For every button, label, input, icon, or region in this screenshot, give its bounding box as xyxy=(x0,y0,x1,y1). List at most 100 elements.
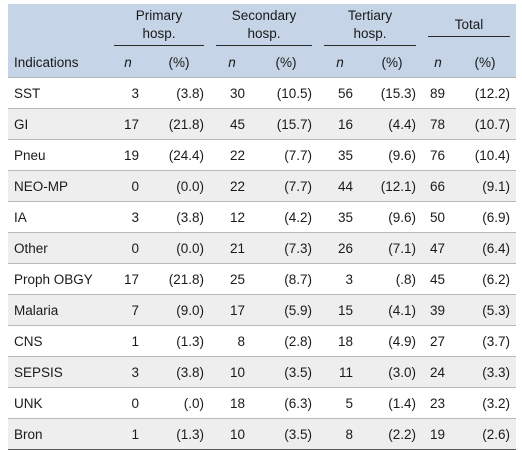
percent-cell: (12.2) xyxy=(454,77,516,109)
percent-cell: (10.7) xyxy=(454,108,516,140)
table-row: NEO-MP 0 (0.0) 22 (7.7) 44 (12.1) 66 (9.1) xyxy=(8,170,516,202)
count-cell: 22 xyxy=(210,170,254,202)
count-cell: 1 xyxy=(108,418,148,450)
group-header-row: Primary hosp. Secondary hosp. Tertiary hosp… xyxy=(8,4,516,48)
count-cell: 5 xyxy=(318,387,362,419)
percent-cell: (3.2) xyxy=(454,387,516,419)
header-pct-tertiary: (%) xyxy=(362,48,422,78)
sub-header-row: Indications n (%) n (%) n (%) n (%) xyxy=(8,48,516,78)
header-pct-total: (%) xyxy=(454,48,516,78)
percent-cell: (10.4) xyxy=(454,139,516,171)
count-cell: 47 xyxy=(422,232,454,264)
percent-cell: (7.7) xyxy=(254,170,318,202)
percent-cell: (.0) xyxy=(148,387,210,419)
count-cell: 12 xyxy=(210,201,254,233)
count-cell: 10 xyxy=(210,418,254,450)
count-cell: 44 xyxy=(318,170,362,202)
count-cell: 23 xyxy=(422,387,454,419)
percent-cell: (24.4) xyxy=(148,139,210,171)
table-row: IA 3 (3.8) 12 (4.2) 35 (9.6) 50 (6.9) xyxy=(8,201,516,233)
percent-cell: (6.3) xyxy=(254,387,318,419)
percent-cell: (8.7) xyxy=(254,263,318,295)
percent-cell: (10.5) xyxy=(254,77,318,109)
percent-cell: (6.9) xyxy=(454,201,516,233)
table-row: Pneu 19 (24.4) 22 (7.7) 35 (9.6) 76 (10.4) xyxy=(8,139,516,171)
count-cell: 45 xyxy=(422,263,454,295)
count-cell: 56 xyxy=(318,77,362,109)
percent-cell: (1.3) xyxy=(148,325,210,357)
count-cell: 22 xyxy=(210,139,254,171)
percent-cell: (3.3) xyxy=(454,356,516,388)
table-row: GI 17 (21.8) 45 (15.7) 16 (4.4) 78 (10.7) xyxy=(8,108,516,140)
table-row: Other 0 (0.0) 21 (7.3) 26 (7.1) 47 (6.4) xyxy=(8,232,516,264)
count-cell: 26 xyxy=(318,232,362,264)
count-cell: 16 xyxy=(318,108,362,140)
row-label: NEO-MP xyxy=(8,170,108,202)
table-row: Bron 1 (1.3) 10 (3.5) 8 (2.2) 19 (2.6) xyxy=(8,418,516,450)
count-cell: 8 xyxy=(318,418,362,450)
count-cell: 3 xyxy=(318,263,362,295)
group-header-secondary: Secondary hosp. xyxy=(210,4,318,48)
count-cell: 66 xyxy=(422,170,454,202)
percent-cell: (2.2) xyxy=(362,418,422,450)
row-label: CNS xyxy=(8,325,108,357)
percent-cell: (9.6) xyxy=(362,139,422,171)
header-blank-cell xyxy=(8,4,108,48)
percent-cell: (15.7) xyxy=(254,108,318,140)
header-n-total: n xyxy=(422,48,454,78)
row-label: Bron xyxy=(8,418,108,450)
percent-cell: (21.8) xyxy=(148,263,210,295)
row-label: Pneu xyxy=(8,139,108,171)
table-row: CNS 1 (1.3) 8 (2.8) 18 (4.9) 27 (3.7) xyxy=(8,325,516,357)
table-row: Proph OBGY 17 (21.8) 25 (8.7) 3 (.8) 45 (6.2) xyxy=(8,263,516,295)
percent-cell: (3.8) xyxy=(148,77,210,109)
percent-cell: (1.3) xyxy=(148,418,210,450)
count-cell: 35 xyxy=(318,139,362,171)
count-cell: 11 xyxy=(318,356,362,388)
row-label: Proph OBGY xyxy=(8,263,108,295)
header-indications: Indications xyxy=(8,48,108,78)
row-label: SST xyxy=(8,77,108,109)
count-cell: 0 xyxy=(108,232,148,264)
percent-cell: (0.0) xyxy=(148,170,210,202)
row-label: IA xyxy=(8,201,108,233)
count-cell: 18 xyxy=(318,325,362,357)
count-cell: 3 xyxy=(108,201,148,233)
row-label: Malaria xyxy=(8,294,108,326)
percent-cell: (0.0) xyxy=(148,232,210,264)
percent-cell: (3.5) xyxy=(254,418,318,450)
header-pct-primary: (%) xyxy=(148,48,210,78)
percent-cell: (.8) xyxy=(362,263,422,295)
header-n-secondary: n xyxy=(210,48,254,78)
percent-cell: (3.5) xyxy=(254,356,318,388)
table-row: SEPSIS 3 (3.8) 10 (3.5) 11 (3.0) 24 (3.3) xyxy=(8,356,516,388)
count-cell: 18 xyxy=(210,387,254,419)
row-label: Other xyxy=(8,232,108,264)
percent-cell: (7.3) xyxy=(254,232,318,264)
count-cell: 1 xyxy=(108,325,148,357)
row-label: UNK xyxy=(8,387,108,419)
count-cell: 15 xyxy=(318,294,362,326)
percent-cell: (12.1) xyxy=(362,170,422,202)
group-header-primary: Primary hosp. xyxy=(108,4,210,48)
percent-cell: (2.8) xyxy=(254,325,318,357)
percent-cell: (1.4) xyxy=(362,387,422,419)
count-cell: 50 xyxy=(422,201,454,233)
percent-cell: (4.9) xyxy=(362,325,422,357)
percent-cell: (7.7) xyxy=(254,139,318,171)
count-cell: 24 xyxy=(422,356,454,388)
percent-cell: (4.1) xyxy=(362,294,422,326)
count-cell: 17 xyxy=(108,263,148,295)
count-cell: 8 xyxy=(210,325,254,357)
count-cell: 17 xyxy=(108,108,148,140)
percent-cell: (4.4) xyxy=(362,108,422,140)
count-cell: 19 xyxy=(108,139,148,171)
count-cell: 0 xyxy=(108,387,148,419)
count-cell: 39 xyxy=(422,294,454,326)
count-cell: 0 xyxy=(108,170,148,202)
table-row: Malaria 7 (9.0) 17 (5.9) 15 (4.1) 39 (5.3) xyxy=(8,294,516,326)
row-label: SEPSIS xyxy=(8,356,108,388)
percent-cell: (3.8) xyxy=(148,201,210,233)
percent-cell: (5.9) xyxy=(254,294,318,326)
count-cell: 76 xyxy=(422,139,454,171)
